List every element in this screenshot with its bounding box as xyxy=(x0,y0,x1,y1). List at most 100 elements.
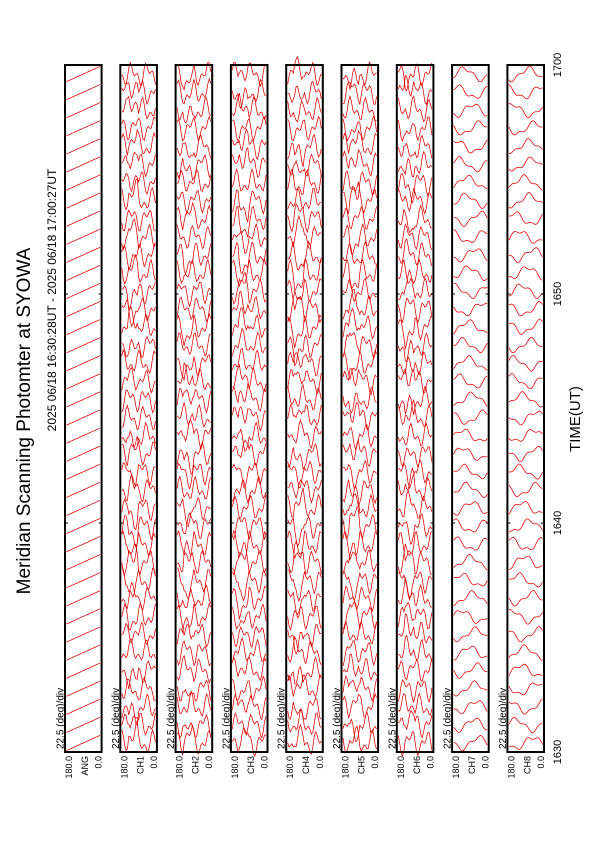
panel-name: CH4 xyxy=(301,756,311,774)
trace-ch3 xyxy=(232,128,267,161)
y-tick-label: 0.0 xyxy=(536,756,546,769)
panel-frame xyxy=(119,64,158,753)
trace-ch8 xyxy=(508,445,543,463)
trace-ch8 xyxy=(508,174,543,191)
trace-ch8 xyxy=(508,192,543,209)
trace-ch5 xyxy=(342,570,377,603)
panel-ang: 180.0 0.0 ANG 22.5 (deg)/div xyxy=(56,64,104,779)
trace-ch8 xyxy=(508,572,543,588)
trace-ch7 xyxy=(453,103,488,118)
trace-ch8 xyxy=(508,716,543,734)
trace-ch8 xyxy=(508,518,543,533)
trace-ch8 xyxy=(508,156,543,172)
trace-ch4 xyxy=(287,115,322,141)
trace-ang xyxy=(66,662,101,679)
y-tick-label: 180.0 xyxy=(119,756,129,779)
trace-ang xyxy=(66,337,101,354)
trace-ang xyxy=(66,246,101,263)
trace-ch6 xyxy=(397,62,433,92)
trace-ch4 xyxy=(287,674,322,698)
trace-ch8 xyxy=(508,283,543,300)
trace-ch3 xyxy=(232,78,267,109)
trace-ang xyxy=(66,427,101,444)
trace-ch5 xyxy=(342,653,377,681)
trace-ch1 xyxy=(121,498,156,531)
trace-ch5 xyxy=(342,148,377,177)
trace-ch7 xyxy=(453,518,488,533)
trace-ch5 xyxy=(342,693,377,719)
trace-ch5 xyxy=(342,675,377,703)
trace-ch7 xyxy=(453,735,488,752)
trace-ch7 xyxy=(453,192,488,209)
trace-ch3 xyxy=(232,517,267,541)
trace-ch8 xyxy=(508,391,543,408)
trace-ch7 xyxy=(453,139,488,154)
trace-ang xyxy=(66,481,101,498)
scale-label: 22.5 (deg)/div xyxy=(221,688,232,749)
trace-ch6 xyxy=(398,634,433,662)
trace-ch2 xyxy=(176,462,211,490)
trace-ch4 xyxy=(287,709,322,736)
y-tick-label: 180.0 xyxy=(285,756,295,779)
panel-name: CH8 xyxy=(522,756,532,774)
trace-ch5 xyxy=(342,484,377,518)
trace-ch1 xyxy=(121,80,156,106)
trace-ch5 xyxy=(342,277,377,303)
scale-label: 22.5 (deg)/div xyxy=(111,688,122,749)
trace-ch6 xyxy=(397,601,433,630)
trace-ch5 xyxy=(342,332,377,360)
trace-ch1 xyxy=(121,389,156,414)
y-tick-label: 180.0 xyxy=(341,756,351,779)
trace-ch2 xyxy=(176,189,212,215)
trace-ch1 xyxy=(121,621,156,646)
y-tick-label: 0.0 xyxy=(315,756,325,769)
trace-ang xyxy=(66,192,101,209)
trace-ch4 xyxy=(287,383,322,411)
trace-ch4 xyxy=(287,635,322,665)
trace-ch4 xyxy=(287,723,322,755)
trace-ch2 xyxy=(176,77,212,105)
trace-ch7 xyxy=(453,391,488,407)
trace-ch7 xyxy=(453,355,488,371)
y-tick-label: 0.0 xyxy=(260,756,270,769)
trace-ch8 xyxy=(508,663,543,677)
panel-frame xyxy=(174,64,214,753)
trace-ch4 xyxy=(287,419,322,450)
x-axis: 1630 1640 1650 1700 xyxy=(552,53,564,764)
trace-ch1 xyxy=(121,638,156,661)
panel-ch1: 180.0 0.0 CH1 22.5 (deg)/div xyxy=(111,61,159,779)
panel-ch3: 180.0 0.0 CH3 22.5 (deg)/div xyxy=(221,61,270,779)
x-tick-label: 1650 xyxy=(552,282,564,306)
panel-name: CH7 xyxy=(467,756,477,774)
trace-ch5 xyxy=(342,387,377,414)
trace-ang xyxy=(66,572,101,589)
y-tick-label: 180.0 xyxy=(64,756,74,779)
trace-ch7 xyxy=(453,645,488,661)
trace-ch8 xyxy=(508,590,543,607)
trace-ch5 xyxy=(342,129,377,156)
panel-name: ANG xyxy=(80,756,90,776)
trace-ch7 xyxy=(453,336,488,354)
trace-ang xyxy=(66,264,101,281)
panel-stack: 180.0 0.0 ANG 22.5 (deg)/div 180.0 0.0 CH1 22.5… xyxy=(56,56,546,779)
trace-ch2 xyxy=(176,387,212,414)
trace-ch8 xyxy=(508,120,543,136)
trace-ch4 xyxy=(287,479,322,504)
trace-ch4 xyxy=(287,351,322,377)
trace-ch4 xyxy=(287,258,322,292)
trace-ch3 xyxy=(232,636,267,663)
panel-frame xyxy=(395,64,435,753)
trace-ch6 xyxy=(398,459,433,490)
trace-ch5 xyxy=(342,240,377,265)
trace-ang xyxy=(66,174,101,191)
trace-ch3 xyxy=(232,568,267,602)
trace-ch6 xyxy=(397,399,433,427)
trace-ch8 xyxy=(508,138,543,154)
trace-ch1 xyxy=(121,281,156,310)
trace-ch3 xyxy=(232,222,267,255)
trace-ch8 xyxy=(508,481,543,498)
trace-ch2 xyxy=(176,296,212,323)
scale-label: 22.5 (deg)/div xyxy=(443,688,454,749)
trace-ch6 xyxy=(398,571,433,601)
